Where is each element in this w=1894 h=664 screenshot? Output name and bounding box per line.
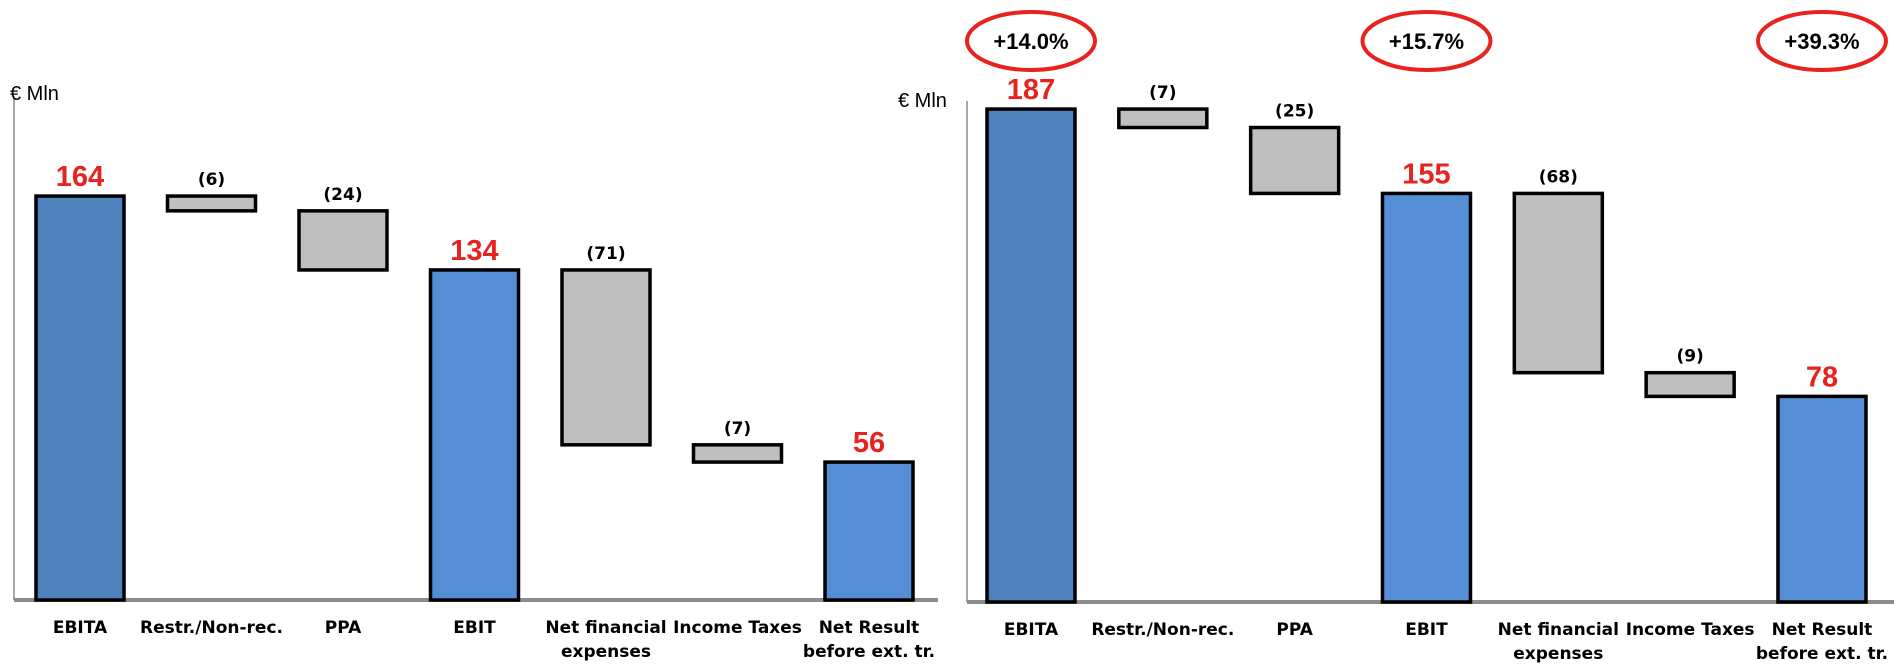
category-label: Income Taxes: [1626, 620, 1755, 640]
category-label: Net financial: [545, 618, 666, 638]
delta-bar: [1117, 107, 1209, 130]
category-label: Net Result: [819, 618, 920, 638]
delta-value-label: (7): [724, 419, 751, 439]
growth-badge-ring: [1755, 10, 1888, 72]
category-label: Net financial: [1498, 620, 1619, 640]
growth-badge-label: +14.0%: [993, 29, 1068, 54]
delta-bar: [1644, 370, 1736, 399]
total-bar: [985, 107, 1077, 604]
category-label: EBIT: [1405, 620, 1448, 640]
category-label: Restr./Non-rec.: [1091, 620, 1234, 640]
total-value-label: 164: [56, 161, 104, 193]
delta-value-label: (9): [1676, 347, 1703, 367]
delta-value-label: (71): [586, 244, 625, 264]
delta-bar: [691, 443, 784, 464]
total-bar: [823, 460, 915, 602]
category-label: expenses: [561, 642, 651, 662]
total-value-label: 187: [1007, 74, 1055, 106]
growth-badge-label: +39.3%: [1784, 29, 1859, 54]
total-bar: [428, 268, 521, 602]
delta-value-label: (25): [1275, 102, 1314, 122]
waterfall-panel-1: € Mln 164 EBITA (6) Restr./Non-rec. (24) PPA 13…: [10, 83, 938, 662]
category-label: Restr./Non-rec.: [140, 618, 283, 638]
delta-bar: [560, 268, 652, 447]
category-label: EBITA: [53, 618, 108, 638]
total-value-label: 134: [450, 235, 498, 267]
growth-badge-ring: [1360, 10, 1493, 72]
unit-label: € Mln: [10, 83, 59, 105]
delta-bar: [1248, 125, 1341, 196]
total-bar: [1380, 191, 1473, 604]
delta-value-label: (7): [1149, 83, 1176, 103]
total-value-label: 78: [1806, 361, 1838, 393]
total-bar: [1776, 394, 1868, 604]
delta-value-label: (6): [198, 170, 225, 190]
growth-badge-label: +15.7%: [1389, 29, 1464, 54]
waterfall-panel-2: € Mln 187 EBITA (7) Restr./Non-rec. (25) PPA 15…: [898, 10, 1894, 664]
total-value-label: 155: [1402, 158, 1450, 190]
category-label: Net Result: [1772, 620, 1873, 640]
delta-bar: [165, 194, 258, 213]
category-label: expenses: [1513, 644, 1603, 664]
category-label: EBITA: [1004, 620, 1059, 640]
category-label: PPA: [325, 618, 362, 638]
total-value-label: 56: [853, 427, 885, 459]
unit-label: € Mln: [898, 90, 947, 112]
delta-value-label: (24): [323, 185, 362, 205]
category-label: PPA: [1276, 620, 1313, 640]
delta-value-label: (68): [1539, 167, 1578, 187]
delta-bar: [1512, 191, 1605, 375]
category-label: before ext. tr.: [1756, 644, 1888, 664]
category-label: EBIT: [453, 618, 496, 638]
delta-bar: [297, 209, 389, 272]
category-label: Income Taxes: [673, 618, 802, 638]
growth-badge-ring: [965, 10, 1097, 72]
total-bar: [34, 194, 126, 602]
category-label: before ext. tr.: [803, 642, 935, 662]
